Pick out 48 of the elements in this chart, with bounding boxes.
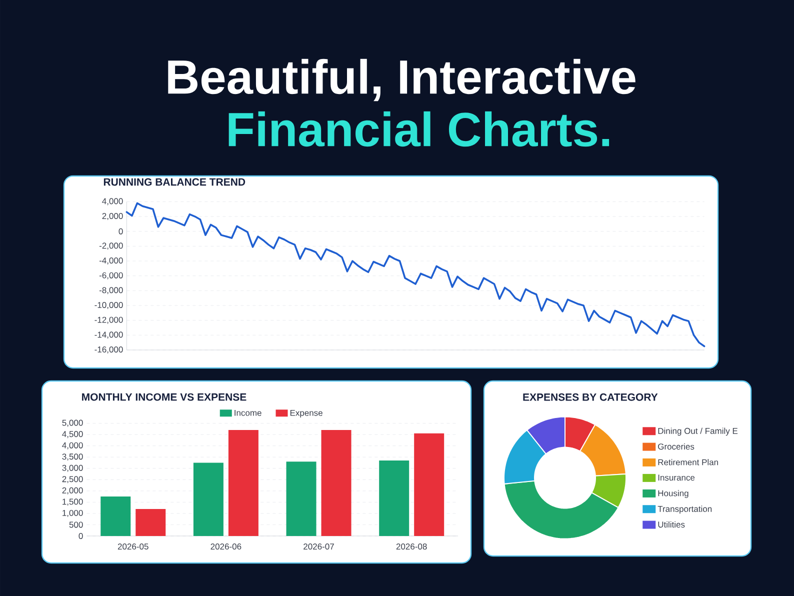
legend-label: Utilities (658, 521, 685, 528)
y-tick-label: -16,000 (94, 346, 123, 354)
y-tick-label: 1,000 (62, 510, 83, 517)
text: EXPENSES BY CATEGORY (523, 393, 658, 401)
bar (136, 508, 166, 536)
y-tick-label: -4,000 (99, 258, 123, 265)
y-tick-label: -2,000 (99, 242, 123, 250)
y-tick-label: 3,000 (62, 464, 83, 472)
x-tick-label: 2026-08 (396, 544, 427, 550)
y-tick-label: 2,000 (62, 487, 83, 494)
y-tick-label: -8,000 (99, 287, 123, 294)
legend-label: Income (234, 410, 262, 416)
y-tick-label: 5,000 (62, 420, 83, 427)
chart-title: RUNNING BALANCE TREND (104, 178, 246, 186)
bar (414, 433, 444, 536)
y-tick-label: 4,000 (62, 442, 83, 450)
text: Beautiful, Interactive (168, 58, 636, 102)
bar (193, 462, 224, 536)
x-tick-label: 2026-06 (210, 544, 242, 550)
legend-label: Transportation (658, 506, 712, 514)
x-tick-label: 2026-07 (304, 544, 334, 550)
legend-label: Dining Out / Family E (658, 428, 738, 436)
y-tick-label: 2,500 (62, 476, 83, 484)
text: Financial Charts. (228, 111, 610, 147)
legend-label: Retirement Plan (658, 459, 718, 466)
y-tick-label: 1,500 (62, 498, 83, 506)
bar (379, 460, 410, 536)
y-tick-label: 500 (69, 522, 83, 528)
y-tick-label: -14,000 (94, 332, 123, 339)
legend-label: Insurance (658, 474, 695, 481)
y-tick-label: 3,500 (62, 454, 83, 461)
bar (100, 496, 131, 536)
y-tick-label: -12,000 (94, 316, 123, 324)
chart-title: MONTHLY INCOME VS EXPENSE (82, 393, 246, 401)
bar (286, 462, 316, 536)
legend-label: Expense (290, 410, 322, 418)
legend-label: Housing (658, 490, 688, 498)
bar (228, 430, 258, 536)
y-tick-label: 2,000 (102, 213, 123, 220)
x-tick-label: 2026-05 (118, 544, 148, 550)
y-tick-label: 4,000 (102, 198, 123, 206)
bar (321, 430, 352, 536)
y-tick-label: -10,000 (94, 302, 123, 310)
y-tick-label: -6,000 (99, 272, 123, 280)
y-tick-label: 0 (78, 532, 83, 539)
y-tick-label: 4,500 (62, 431, 83, 438)
y-tick-label: 0 (118, 228, 123, 234)
legend-label: Groceries (658, 443, 694, 450)
